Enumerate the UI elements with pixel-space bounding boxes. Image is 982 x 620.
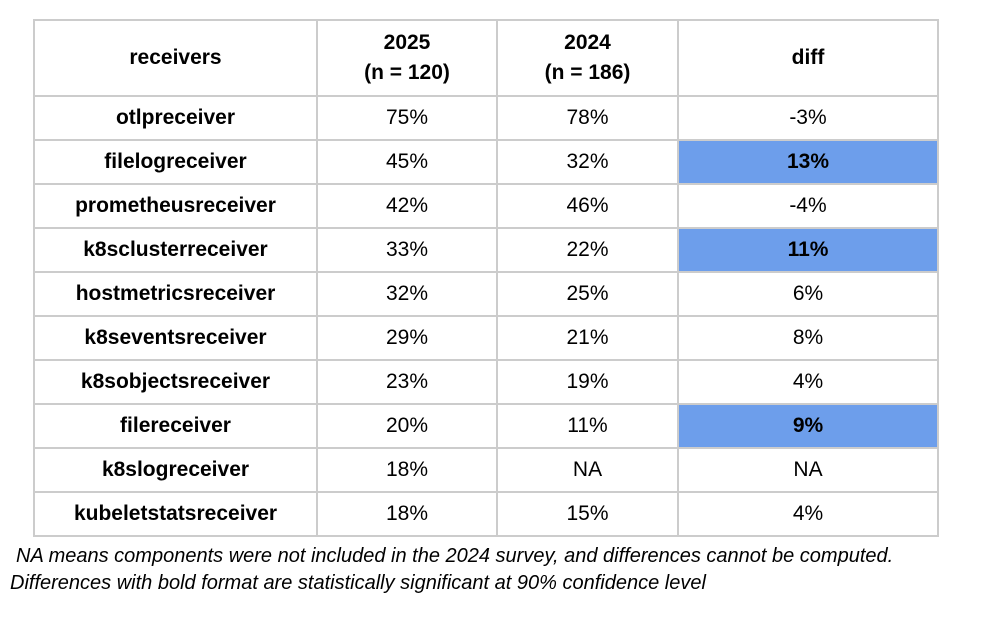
pct-2025-cell: 20% [316, 403, 498, 449]
pct-2024-cell: 21% [496, 315, 679, 361]
receiver-name-cell: k8seventsreceiver [33, 315, 318, 361]
column-header-diff: diff [677, 19, 939, 97]
table-row: k8sobjectsreceiver 23% 19% 4% [33, 359, 939, 405]
column-header-2024-n: (n = 186) [544, 61, 631, 84]
diff-cell: 4% [677, 359, 939, 405]
pct-2025-cell: 32% [316, 271, 498, 317]
receiver-name-cell: k8sclusterreceiver [33, 227, 318, 273]
diff-cell: 6% [677, 271, 939, 317]
table-row: hostmetricsreceiver 32% 25% 6% [33, 271, 939, 317]
table-row: k8sclusterreceiver 33% 22% 11% [33, 227, 939, 273]
pct-2024-cell: 32% [496, 139, 679, 185]
diff-cell: 13% [677, 139, 939, 185]
pct-2024-cell: 25% [496, 271, 679, 317]
column-header-diff-label: diff [791, 45, 825, 69]
pct-2025-cell: 23% [316, 359, 498, 405]
column-header-2025-n: (n = 120) [364, 61, 450, 84]
pct-2025-cell: 45% [316, 139, 498, 185]
pct-2024-cell: 19% [496, 359, 679, 405]
receiver-name-cell: k8slogreceiver [33, 447, 318, 493]
diff-cell: 9% [677, 403, 939, 449]
table-row: prometheusreceiver 42% 46% -4% [33, 183, 939, 229]
pct-2024-cell: 11% [496, 403, 679, 449]
pct-2024-cell: NA [496, 447, 679, 493]
receiver-name-cell: k8sobjectsreceiver [33, 359, 318, 405]
pct-2025-cell: 75% [316, 95, 498, 141]
header-row: receivers 2025 (n = 120) 2024 (n = 186) … [33, 19, 939, 97]
receivers-comparison-table: receivers 2025 (n = 120) 2024 (n = 186) … [33, 19, 939, 537]
column-header-2025: 2025 (n = 120) [316, 19, 498, 97]
column-header-receivers-label: receivers [129, 45, 222, 69]
receiver-name-cell: filereceiver [33, 403, 318, 449]
diff-cell: NA [677, 447, 939, 493]
table-body: otlpreceiver 75% 78% -3% filelogreceiver 45% 3… [33, 95, 939, 537]
pct-2025-cell: 18% [316, 447, 498, 493]
table-row: otlpreceiver 75% 78% -3% [33, 95, 939, 141]
table-row: filelogreceiver 45% 32% 13% [33, 139, 939, 185]
pct-2024-cell: 22% [496, 227, 679, 273]
pct-2024-cell: 78% [496, 95, 679, 141]
receiver-name-cell: prometheusreceiver [33, 183, 318, 229]
receiver-name-cell: kubeletstatsreceiver [33, 491, 318, 537]
footnote-na-explanation: NA means components were not included in… [16, 545, 894, 567]
table-row: filereceiver 20% 11% 9% [33, 403, 939, 449]
pct-2025-cell: 33% [316, 227, 498, 273]
receiver-name-cell: filelogreceiver [33, 139, 318, 185]
diff-cell: 4% [677, 491, 939, 537]
pct-2024-cell: 46% [496, 183, 679, 229]
table-row: k8slogreceiver 18% NA NA [33, 447, 939, 493]
footnote-significance: Differences with bold format are statist… [10, 571, 706, 594]
receiver-name-cell: hostmetricsreceiver [33, 271, 318, 317]
footnotes: NA means components were not included in… [10, 543, 976, 596]
column-header-2024: 2024 (n = 186) [496, 19, 679, 97]
table-header: receivers 2025 (n = 120) 2024 (n = 186) … [33, 19, 939, 97]
column-header-2024-year: 2024 [564, 30, 611, 54]
diff-cell: 8% [677, 315, 939, 361]
pct-2024-cell: 15% [496, 491, 679, 537]
table-row: kubeletstatsreceiver 18% 15% 4% [33, 491, 939, 537]
column-header-2025-year: 2025 [383, 30, 431, 54]
pct-2025-cell: 42% [316, 183, 498, 229]
diff-cell: -4% [677, 183, 939, 229]
pct-2025-cell: 29% [316, 315, 498, 361]
table-row: k8seventsreceiver 29% 21% 8% [33, 315, 939, 361]
receiver-name-cell: otlpreceiver [33, 95, 318, 141]
pct-2025-cell: 18% [316, 491, 498, 537]
diff-cell: -3% [677, 95, 939, 141]
column-header-receivers: receivers [33, 19, 318, 97]
diff-cell: 11% [677, 227, 939, 273]
